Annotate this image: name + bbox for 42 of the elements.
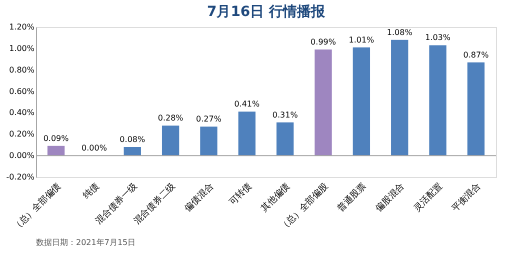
x-tick-label: 可转债	[227, 180, 254, 208]
y-tick-label: 0.00%	[9, 151, 35, 160]
x-tick-label: 纯债	[80, 180, 102, 202]
data-label: 0.00%	[82, 144, 108, 153]
chart-title: 7月16日 行情播报	[206, 4, 326, 20]
text: 数据日期：2021年7月15日	[36, 238, 136, 247]
bar	[276, 122, 294, 156]
y-tick-label: 0.80%	[9, 65, 35, 74]
x-tick-label: （总）全部偏债	[10, 180, 64, 234]
data-label: 0.09%	[43, 134, 70, 143]
y-tick-label: 0.40%	[9, 108, 35, 118]
data-label: 0.08%	[120, 135, 146, 144]
bar	[314, 50, 332, 156]
bar	[429, 45, 446, 156]
data-label: 0.27%	[196, 114, 222, 124]
y-tick-label: -0.20%	[6, 172, 35, 182]
x-tick-label: 普通股票	[335, 180, 369, 214]
data-label: 1.08%	[386, 28, 413, 37]
x-tick-label: 偏股混合	[373, 180, 407, 214]
bar	[162, 126, 180, 156]
bar	[352, 47, 370, 156]
x-tick-label: 偏债混合	[182, 180, 216, 214]
x-tick-label: 平衡混合	[450, 180, 484, 214]
x-tick-label: 其他偏债	[258, 180, 292, 214]
y-tick-label: 1.20%	[9, 22, 35, 32]
bar	[391, 40, 408, 156]
data-label: 0.41%	[234, 100, 260, 109]
data-label: 0.28%	[158, 114, 184, 123]
bar	[47, 146, 65, 156]
data-label: 1.03%	[425, 33, 451, 42]
bar	[238, 112, 256, 156]
y-tick-label: 0.20%	[9, 130, 35, 139]
bar	[467, 62, 485, 156]
data-label: 1.01%	[348, 35, 375, 44]
data-label: 0.87%	[463, 50, 490, 60]
y-tick-label: 0.60%	[9, 86, 35, 96]
y-tick-label: 1.00%	[9, 44, 35, 53]
x-tick-label: 灵活配置	[412, 180, 445, 214]
bar	[200, 126, 218, 156]
data-label: 0.31%	[272, 110, 298, 120]
data-label: 0.99%	[310, 38, 336, 46]
bar	[124, 147, 141, 156]
